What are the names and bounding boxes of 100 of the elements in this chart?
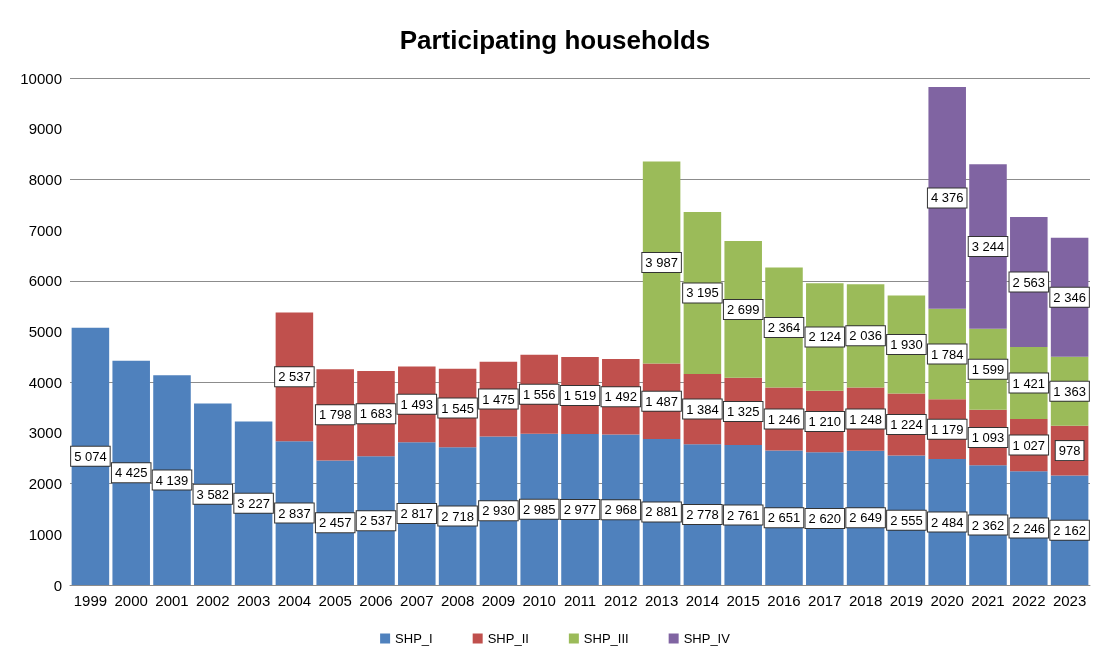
data-label: 1 519 xyxy=(563,388,597,404)
x-tick-label: 2007 xyxy=(400,592,434,609)
y-tick-label: 8000 xyxy=(28,170,62,188)
data-label: 1 487 xyxy=(645,393,678,409)
data-label: 1 246 xyxy=(767,411,801,427)
x-tick-label: 2021 xyxy=(971,592,1005,609)
data-label: 2 977 xyxy=(563,502,597,518)
y-tick-label: 1000 xyxy=(28,525,62,543)
data-label: 2 537 xyxy=(278,369,311,385)
data-label: 2 985 xyxy=(522,501,556,517)
data-label: 4 139 xyxy=(155,472,189,488)
data-label: 3 987 xyxy=(645,254,678,270)
x-tick-label: 2008 xyxy=(440,592,475,609)
x-tick-label: 2022 xyxy=(1012,592,1046,609)
data-label: 1 556 xyxy=(522,386,556,402)
x-tick-label: 2011 xyxy=(563,592,597,609)
x-tick-label: 2016 xyxy=(767,592,801,609)
data-label: 2 837 xyxy=(278,505,311,521)
data-label: 2 968 xyxy=(604,502,638,518)
data-label: 2 362 xyxy=(971,517,1005,533)
x-tick-label: 2015 xyxy=(726,592,760,609)
data-label: 1 784 xyxy=(930,346,964,362)
data-label: 4 425 xyxy=(114,465,148,481)
legend-label: SHP_III xyxy=(583,631,629,646)
y-tick-label: 10000 xyxy=(20,69,62,87)
data-label: 2 649 xyxy=(849,510,882,526)
data-label: 2 718 xyxy=(441,508,474,524)
data-label: 2 124 xyxy=(808,329,842,345)
data-label: 1 210 xyxy=(808,413,842,429)
x-tick-label: 2020 xyxy=(930,592,964,609)
x-tick-label: 2014 xyxy=(685,592,720,609)
x-tick-label: 2006 xyxy=(359,592,393,609)
data-label: 1 384 xyxy=(686,401,719,417)
data-label: 2 457 xyxy=(318,515,352,531)
data-label: 1 475 xyxy=(482,391,515,407)
data-label: 5 074 xyxy=(74,448,107,464)
data-label: 3 244 xyxy=(971,239,1005,255)
x-tick-label: 2023 xyxy=(1052,592,1087,609)
x-tick-label: 2003 xyxy=(236,592,271,609)
y-tick-label: 3000 xyxy=(28,424,62,442)
y-tick-label: 0 xyxy=(53,576,62,594)
x-tick-label: 2002 xyxy=(196,592,230,609)
data-label: 2 364 xyxy=(767,319,801,335)
data-label: 1 492 xyxy=(604,389,638,405)
data-label: 2 563 xyxy=(1012,274,1046,290)
x-tick-label: 2004 xyxy=(277,592,312,609)
data-label: 2 881 xyxy=(645,504,678,520)
data-label: 1 179 xyxy=(930,421,964,437)
legend-label: SHP_I xyxy=(395,631,433,646)
legend-label: SHP_II xyxy=(487,631,529,646)
data-label: 2 036 xyxy=(849,328,882,344)
x-tick-label: 2019 xyxy=(889,592,924,609)
y-tick-label: 6000 xyxy=(28,272,62,290)
y-tick-label: 2000 xyxy=(28,475,62,493)
bar xyxy=(71,327,110,585)
data-label: 4 376 xyxy=(930,190,964,206)
x-tick-label: 2017 xyxy=(808,592,842,609)
y-tick-label: 5000 xyxy=(28,323,62,340)
data-label: 2 484 xyxy=(930,514,964,530)
x-tick-label: 1999 xyxy=(73,592,108,609)
x-tick-label: 2010 xyxy=(522,592,556,609)
data-label: 1 683 xyxy=(359,406,393,422)
data-label: 2 651 xyxy=(767,510,801,526)
x-tick-label: 2000 xyxy=(114,592,148,609)
x-tick-label: 2012 xyxy=(604,592,638,609)
data-label: 2 346 xyxy=(1053,289,1086,305)
data-label: 2 761 xyxy=(726,507,760,523)
x-tick-label: 2013 xyxy=(644,592,679,609)
data-label: 1 248 xyxy=(849,411,882,427)
x-tick-label: 2009 xyxy=(481,592,516,609)
data-label: 3 582 xyxy=(196,486,230,502)
data-label: 1 545 xyxy=(441,400,474,416)
data-label: 978 xyxy=(1058,443,1081,459)
data-label: 1 493 xyxy=(400,396,434,412)
data-label: 2 817 xyxy=(400,506,434,522)
data-label: 1 798 xyxy=(318,407,352,423)
data-label: 1 027 xyxy=(1012,437,1046,453)
y-tick-label: 9000 xyxy=(28,120,62,138)
data-label: 2 930 xyxy=(482,503,515,519)
bar xyxy=(928,86,966,309)
data-label: 2 620 xyxy=(808,511,842,527)
data-label: 2 778 xyxy=(686,507,719,523)
data-label: 2 699 xyxy=(726,301,760,317)
data-label: 2 246 xyxy=(1012,520,1046,536)
data-label: 2 162 xyxy=(1053,522,1086,538)
data-label: 1 421 xyxy=(1012,375,1046,391)
legend-label: SHP_IV xyxy=(683,631,731,646)
x-tick-label: 2001 xyxy=(155,592,189,609)
data-label: 2 537 xyxy=(359,513,393,529)
data-label: 1 930 xyxy=(890,336,923,352)
data-label: 1 325 xyxy=(726,403,760,419)
data-label: 2 555 xyxy=(890,512,923,528)
data-label: 1 093 xyxy=(971,430,1005,446)
data-label: 1 224 xyxy=(890,416,923,432)
chart-title: Participating households xyxy=(399,25,711,55)
x-tick-label: 2018 xyxy=(848,592,883,609)
data-label: 1 363 xyxy=(1053,383,1086,399)
bar xyxy=(194,403,232,585)
x-tick-label: 2005 xyxy=(318,592,352,609)
data-label: 1 599 xyxy=(971,361,1005,377)
